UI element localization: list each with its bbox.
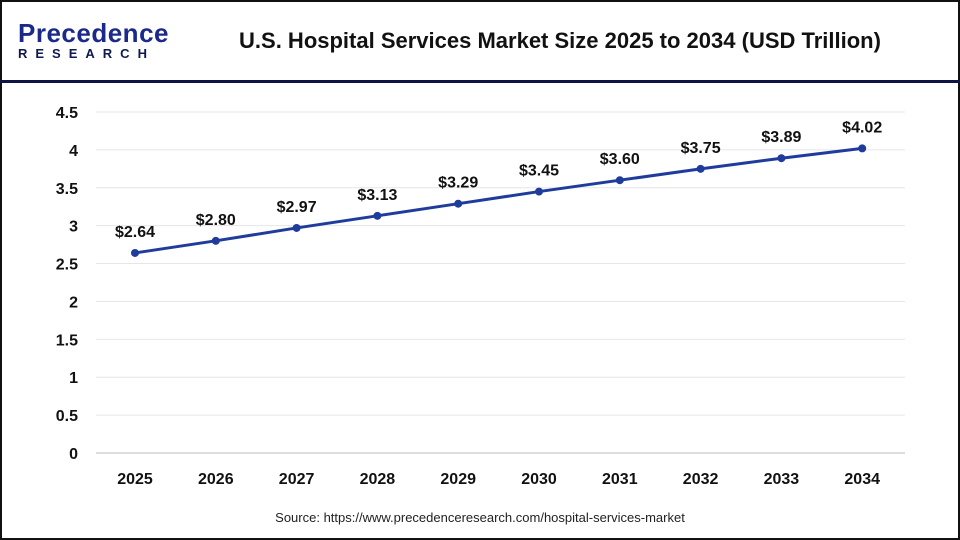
data-point	[131, 248, 139, 257]
data-label: $3.75	[681, 140, 721, 157]
data-point	[777, 154, 786, 163]
data-point	[615, 176, 624, 185]
chart-title: U.S. Hospital Services Market Size 2025 …	[239, 28, 881, 53]
y-tick-label: 0	[69, 446, 78, 463]
x-tick-label: 2028	[360, 471, 396, 488]
source-text: Source: https://www.precedenceresearch.c…	[275, 510, 685, 525]
logo-top-text: Precedence	[18, 18, 169, 48]
y-tick-label: 1.5	[56, 332, 78, 349]
data-point	[696, 164, 705, 173]
data-label: $3.13	[357, 187, 397, 204]
data-label: $3.29	[438, 175, 478, 192]
y-tick-label: 0.5	[56, 408, 78, 425]
y-tick-label: 3.5	[56, 181, 78, 198]
data-label: $4.02	[842, 119, 882, 136]
precedence-research-logo: Precedence RESEARCH	[18, 20, 169, 62]
data-point	[535, 187, 543, 196]
data-label: $3.60	[600, 151, 640, 168]
y-tick-label: 4.5	[56, 105, 78, 122]
x-tick-label: 2034	[844, 471, 880, 488]
data-label: $3.45	[519, 163, 559, 180]
data-label: $2.97	[277, 199, 317, 216]
logo-bottom-text: RESEARCH	[18, 46, 155, 61]
x-tick-label: 2025	[117, 471, 153, 488]
x-tick-label: 2029	[440, 471, 476, 488]
header: Precedence RESEARCH U.S. Hospital Servic…	[0, 0, 960, 83]
data-label: $3.89	[761, 129, 801, 146]
y-tick-label: 2	[69, 294, 78, 311]
data-label: $2.64	[115, 224, 155, 241]
data-label: $2.80	[196, 212, 236, 229]
y-tick-label: 3	[69, 219, 78, 236]
x-tick-label: 2026	[198, 471, 234, 488]
x-tick-label: 2031	[602, 471, 638, 488]
y-tick-label: 4	[69, 143, 78, 160]
data-point	[373, 211, 382, 220]
x-tick-label: 2032	[683, 471, 719, 488]
x-tick-label: 2027	[279, 471, 315, 488]
y-tick-label: 2.5	[56, 257, 78, 274]
x-tick-label: 2033	[764, 471, 800, 488]
data-point	[454, 199, 463, 208]
x-tick-label: 2030	[521, 471, 557, 488]
data-point	[858, 144, 867, 153]
y-tick-label: 1	[69, 370, 78, 387]
data-point	[292, 223, 301, 232]
series-line	[134, 146, 863, 255]
data-point	[211, 236, 220, 245]
